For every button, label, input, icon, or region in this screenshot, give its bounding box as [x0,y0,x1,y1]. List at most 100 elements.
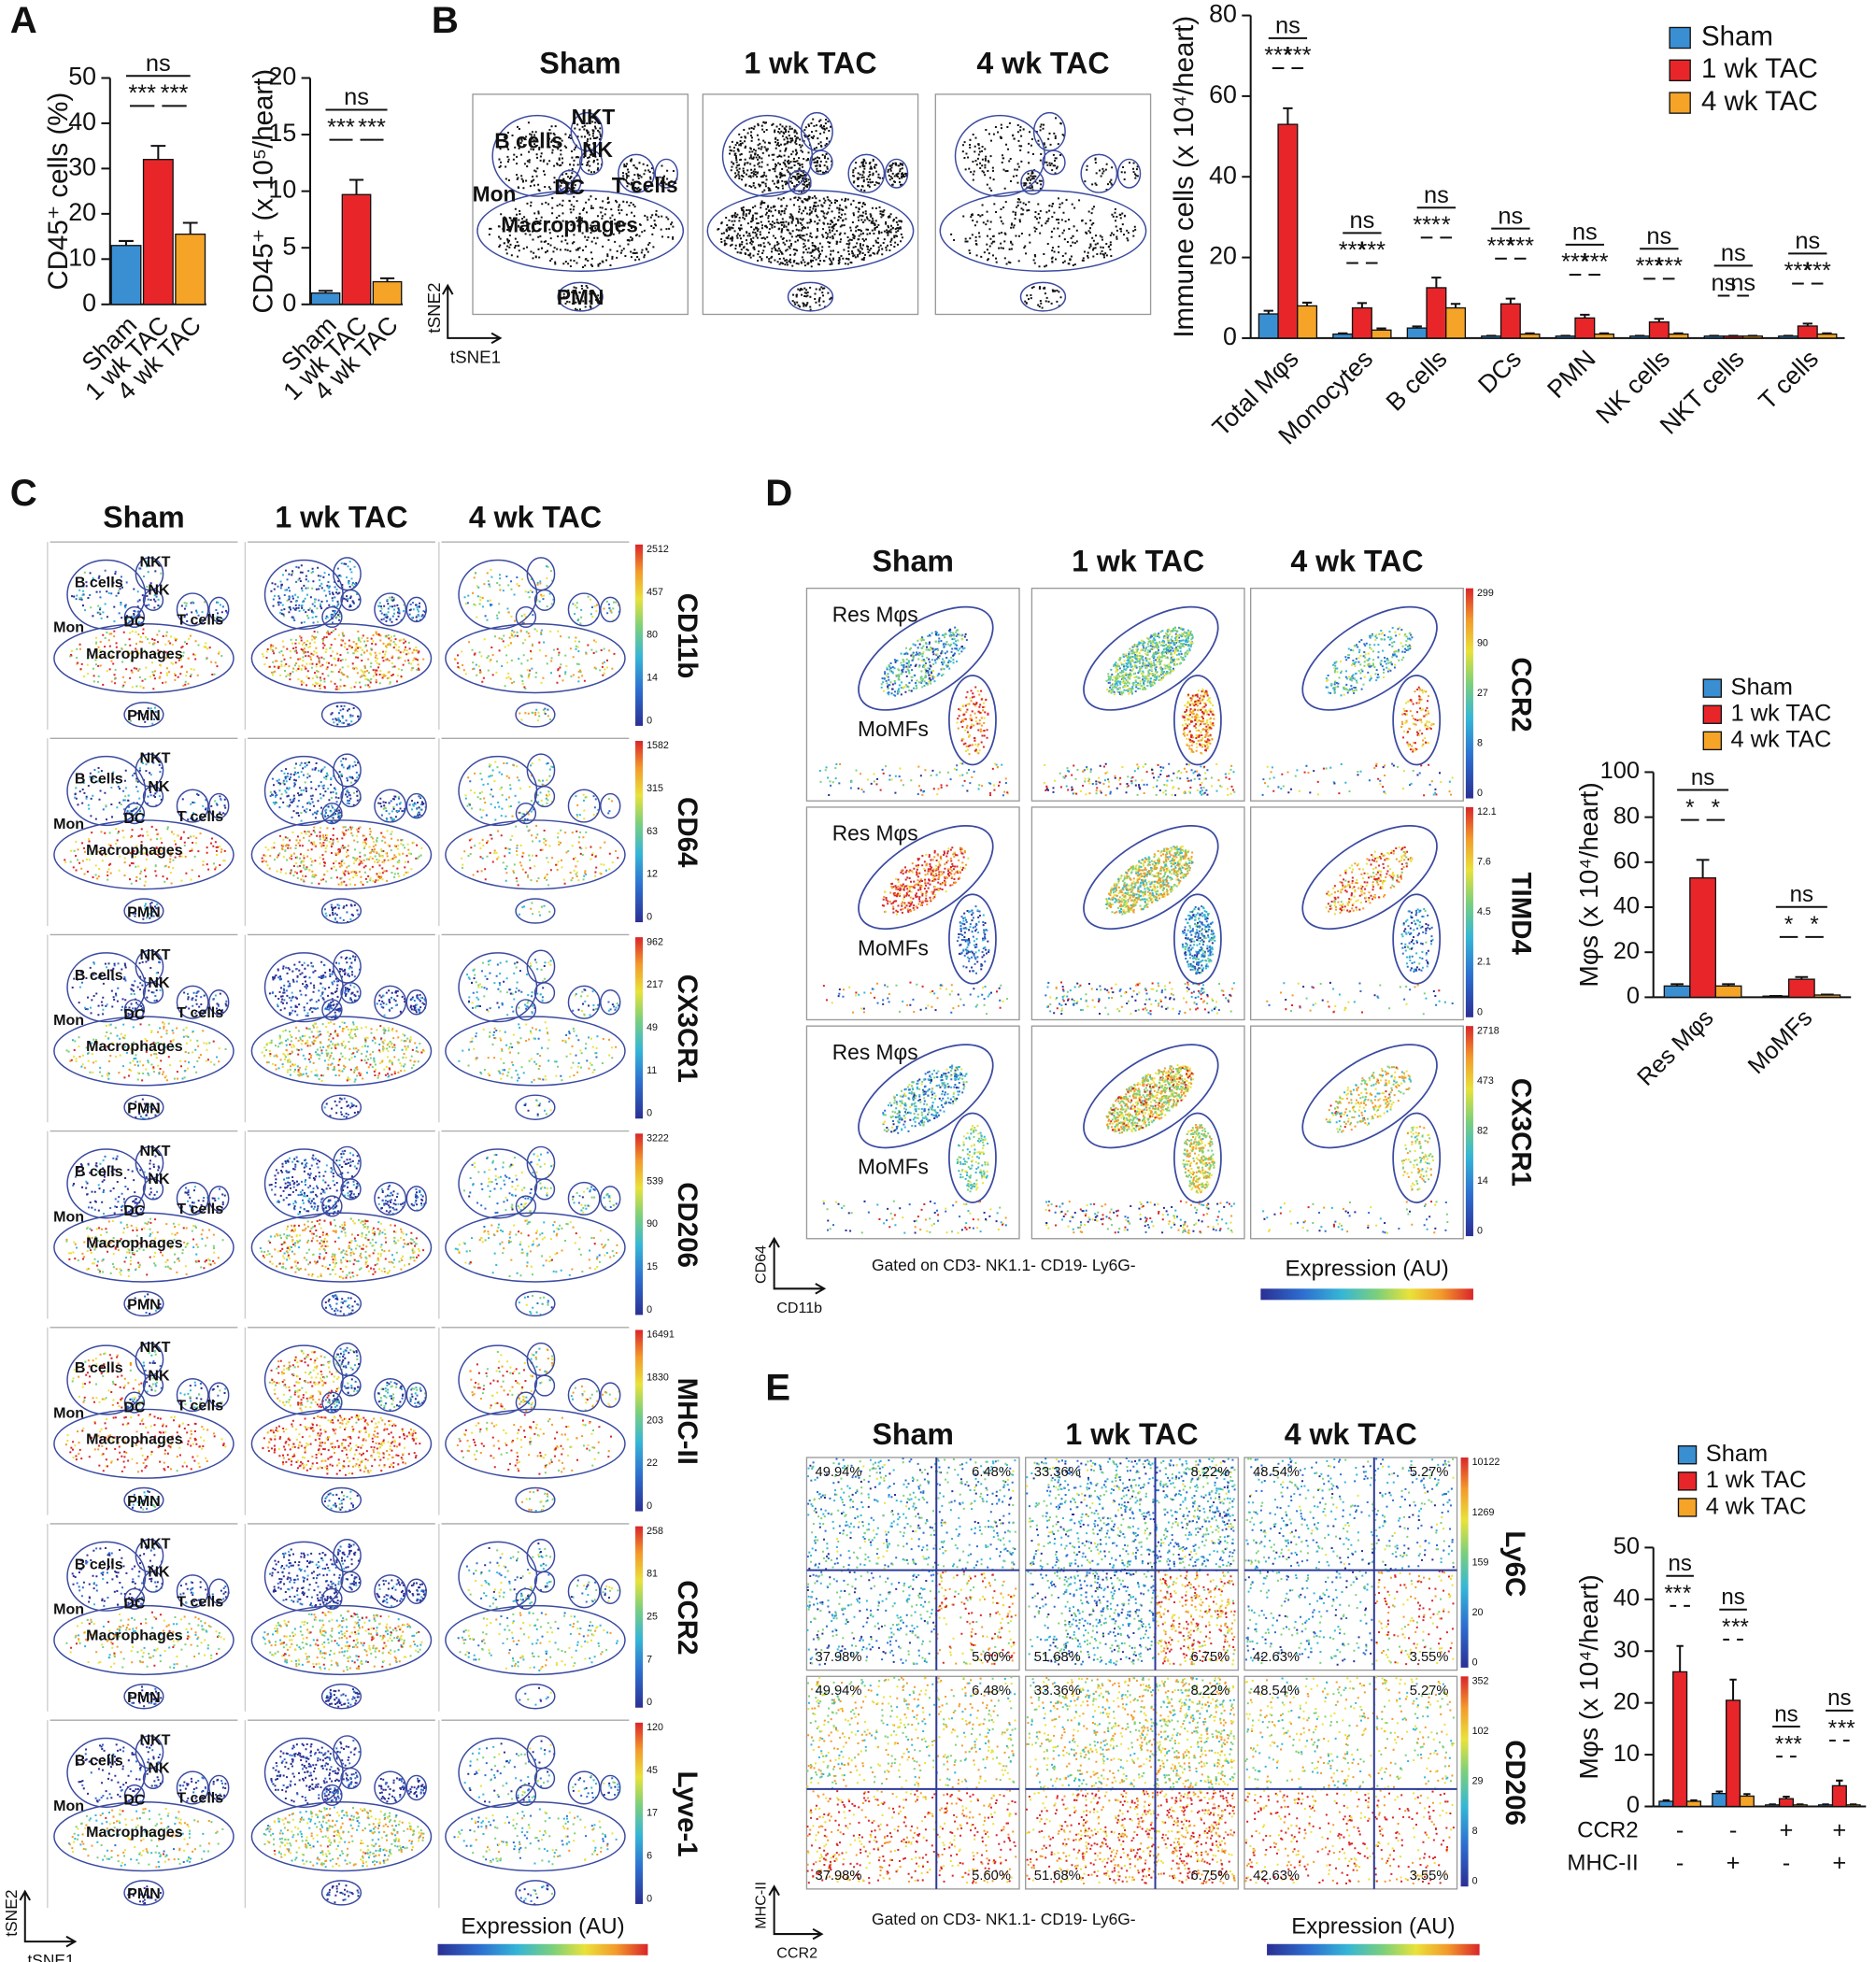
gate [1301,824,1438,931]
gate [1392,675,1442,766]
cluster-gate [53,1801,234,1872]
error-bar [1431,277,1442,288]
cell-dots [454,568,615,722]
gate [1083,1044,1219,1149]
cluster-gate [123,1094,164,1120]
error-bar [1263,309,1273,315]
panel-letter: C [10,472,37,514]
colorbar [635,1133,644,1315]
row-label: CCR2 [1577,1818,1639,1843]
cluster-gate [1032,111,1066,152]
colorbar-tick-label: 0 [647,1893,652,1904]
colorbar-tick-label: 8 [1477,737,1483,748]
y-tick-label: 40 [68,107,96,135]
cluster-label: Mon [53,1601,84,1618]
colorbar-tick-label: 962 [647,936,663,947]
cluster-gate [557,169,582,195]
marker-label: CX3CR1 [672,974,703,1083]
colorbar-tick-label: 0 [647,1500,652,1512]
cell-dots [456,1348,611,1512]
bar [1594,333,1615,339]
significance-label: *** [1784,258,1812,284]
quadrant-percent: 8.22% [1190,1465,1229,1480]
error-bar [348,178,364,195]
cell-dots [822,1065,1007,1231]
quadrant-percent: 48.54% [1253,1684,1300,1699]
y-tick-label: 10 [268,176,296,204]
cluster-gate [208,989,230,1016]
cell-dots [263,1806,421,1869]
error-bar [182,221,198,235]
bar [1371,329,1392,339]
cell-dots [461,1745,619,1900]
error-bar [1822,1803,1829,1806]
cluster-gate [53,819,234,890]
cell-dots [69,628,219,690]
cluster-label: B cells [75,1359,123,1376]
cluster-gate [567,789,601,823]
cluster-gate [176,1574,209,1609]
cluster-gate [515,999,537,1021]
axis-arrows [768,1236,827,1295]
bar [1277,123,1299,339]
cell-dots [525,1347,584,1512]
quadrant-percent: 5.60% [972,1869,1011,1884]
cell-dots [457,634,616,689]
gate [1083,605,1219,711]
error-bar [379,277,395,282]
y-tick-label: 50 [1613,1533,1640,1559]
colorbar-tick-label: 27 [1477,688,1488,699]
bar [1406,327,1428,339]
cluster-label: PMN [127,1885,161,1902]
colorbar-tick-label: 80 [647,630,658,641]
significance-label: *** [1339,237,1367,263]
panel-letter: E [765,1366,790,1408]
bar [1519,333,1541,339]
colorbar-tick-label: 0 [1477,788,1483,799]
cluster-gate [208,1774,230,1801]
quadrant-percent: 42.63% [1253,1650,1300,1665]
cluster-gate [123,702,164,728]
cluster-gate [600,596,621,623]
cluster-gate [445,623,626,694]
cluster-label: T cells [177,1790,223,1807]
cell-dots [471,961,614,1112]
cell-dots [74,760,227,920]
cluster-gate [800,111,833,152]
error-bar [1722,983,1735,987]
cell-dots [1285,846,1441,1014]
cluster-gate [374,1378,407,1413]
quadrant-percent: 42.63% [1253,1869,1300,1884]
bar [1797,325,1818,339]
cluster-label: NK [148,1760,170,1777]
cluster-label: Mon [53,1798,84,1814]
cluster-label: NKT [140,946,171,963]
cluster-label: B cells [494,129,562,153]
significance-label: ns [1668,1551,1691,1576]
significance-label: ns [1424,182,1449,208]
marker-label: Ly6C [1499,1530,1530,1597]
y-tick-label: 100 [1600,758,1640,784]
bar [142,159,174,306]
y-axis-label: tSNE2 [424,282,444,333]
y-tick-label: 0 [282,289,296,317]
cluster-gate [954,114,1046,197]
y-tick-label: 10 [1613,1741,1640,1767]
cluster-gate [515,1290,556,1317]
cluster-gate [250,1016,433,1087]
bar [1787,978,1815,999]
cluster-gate [515,605,537,629]
cell-dots [269,1543,425,1706]
significance-label: ns [1712,270,1737,296]
cell-dots [806,1458,1016,1665]
cell-dots [468,1163,584,1309]
cluster-gate [515,1880,556,1906]
significance-label: ns [1790,882,1813,907]
error-bar [1376,327,1386,331]
legend-label: Sham [1731,674,1793,700]
cluster-gate [320,1683,362,1710]
cell-dots [1046,846,1235,1015]
cell-dots [807,1457,1016,1665]
y-tick-label: 5 [282,232,296,260]
cluster-gate [515,702,556,728]
